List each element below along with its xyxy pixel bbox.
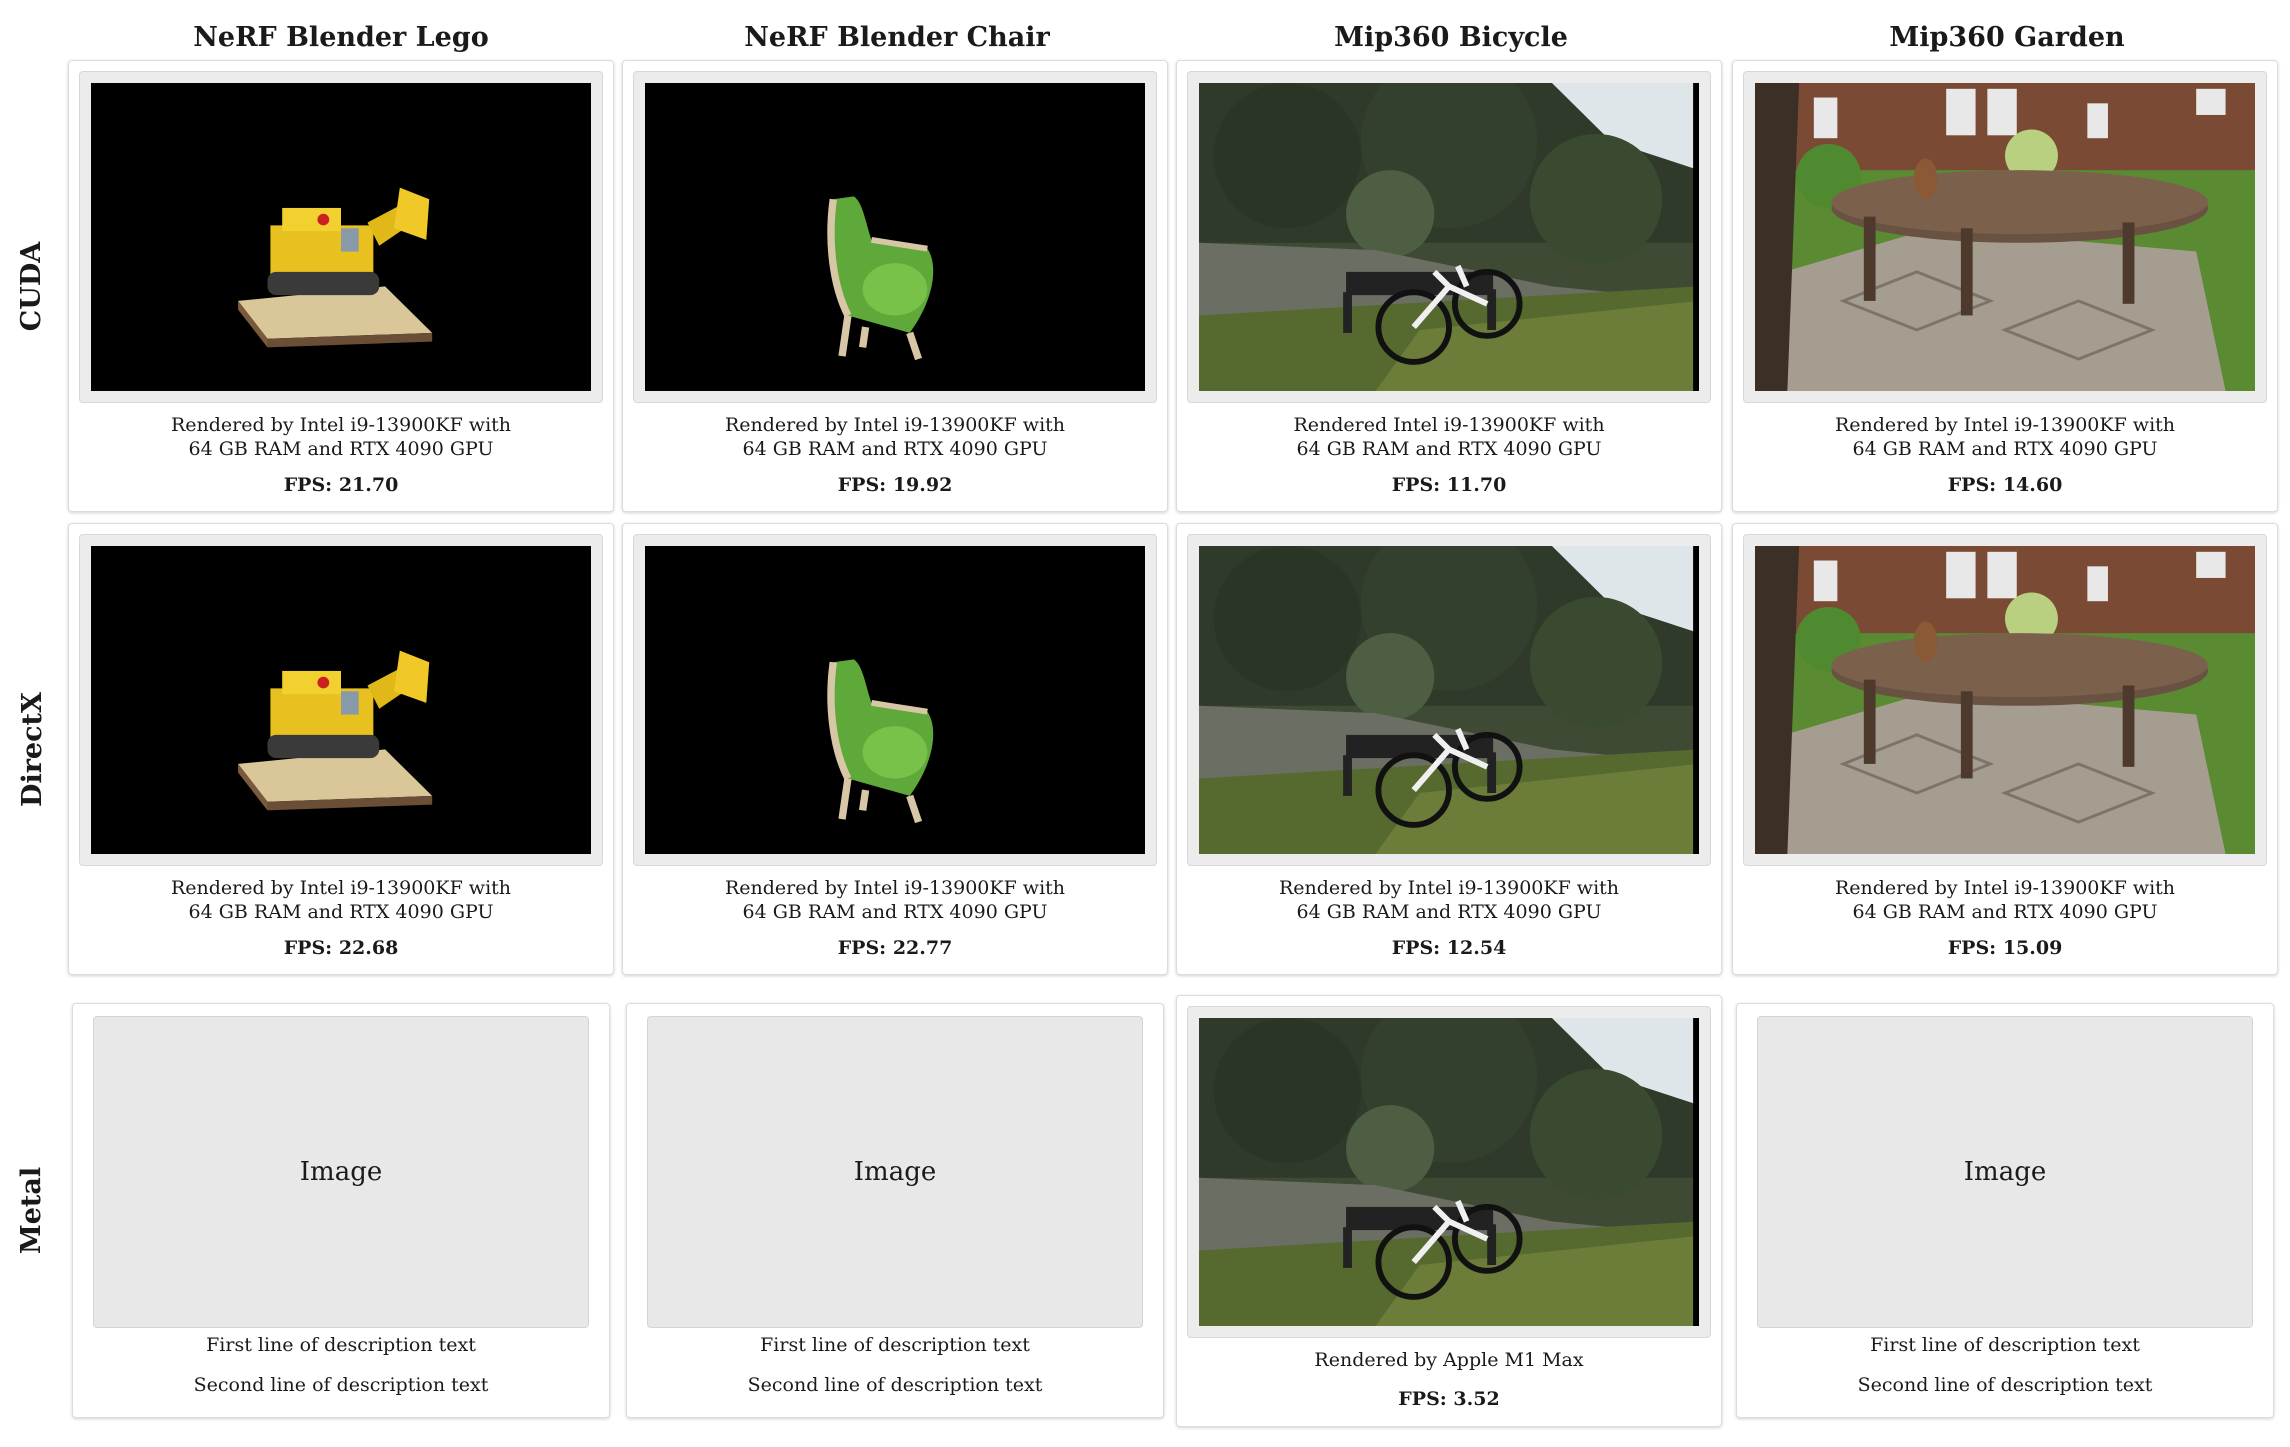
directx-chair-fps: FPS: 22.77: [837, 937, 953, 959]
bicycle-render-image: [1199, 546, 1699, 854]
metal-bicycle-desc: Rendered by Apple M1 Max: [1314, 1349, 1584, 1371]
metal-lego-card: Image First line of description text Sec…: [72, 1003, 610, 1418]
description-line-2: Second line of description text: [747, 1374, 1043, 1396]
row-label-directx: DirectX: [16, 691, 48, 807]
cuda-garden-frame: [1743, 71, 2267, 403]
directx-garden-frame: [1743, 534, 2267, 866]
description-line-2: Second line of description text: [193, 1374, 489, 1396]
directx-chair-frame: [633, 534, 1157, 866]
directx-garden-desc: Rendered by Intel i9-13900KF with 64 GB R…: [1834, 877, 2176, 923]
lego-render-image: [91, 546, 591, 854]
directx-bicycle-desc: Rendered by Intel i9-13900KF with 64 GB R…: [1278, 877, 1620, 923]
description-line-1: First line of description text: [206, 1334, 476, 1356]
chair-render-image: [645, 546, 1145, 854]
metal-bicycle-card: Rendered by Apple M1 Max FPS: 3.52: [1176, 995, 1722, 1427]
image-placeholder: Image: [93, 1016, 589, 1328]
cuda-bicycle-card: Rendered Intel i9-13900KF with 64 GB RAM …: [1176, 60, 1722, 512]
description-line-2: Second line of description text: [1857, 1374, 2153, 1396]
lego-render-image: [91, 83, 591, 391]
column-title-chair: NeRF Blender Chair: [744, 22, 1050, 53]
cuda-bicycle-frame: [1187, 71, 1711, 403]
cuda-bicycle-desc: Rendered Intel i9-13900KF with 64 GB RAM …: [1293, 414, 1605, 460]
cuda-bicycle-fps: FPS: 11.70: [1391, 474, 1507, 496]
directx-lego-desc: Rendered by Intel i9-13900KF with 64 GB R…: [170, 877, 512, 923]
directx-garden-fps: FPS: 15.09: [1947, 937, 2063, 959]
cuda-lego-card: Rendered by Intel i9-13900KF with 64 GB R…: [68, 60, 614, 512]
description-line-1: First line of description text: [760, 1334, 1030, 1356]
column-title-bicycle: Mip360 Bicycle: [1334, 22, 1568, 53]
cuda-lego-frame: [79, 71, 603, 403]
cuda-chair-frame: [633, 71, 1157, 403]
row-label-metal: Metal: [16, 1166, 48, 1254]
garden-render-image: [1755, 83, 2255, 391]
directx-chair-desc: Rendered by Intel i9-13900KF with 64 GB R…: [724, 877, 1066, 923]
cuda-garden-fps: FPS: 14.60: [1947, 474, 2063, 496]
garden-render-image: [1755, 546, 2255, 854]
bicycle-render-image: [1199, 1018, 1699, 1326]
cuda-garden-card: Rendered by Intel i9-13900KF with 64 GB R…: [1732, 60, 2278, 512]
directx-lego-frame: [79, 534, 603, 866]
cuda-chair-desc: Rendered by Intel i9-13900KF with 64 GB R…: [724, 414, 1066, 460]
directx-lego-card: Rendered by Intel i9-13900KF with 64 GB R…: [68, 523, 614, 975]
cuda-lego-fps: FPS: 21.70: [283, 474, 399, 496]
description-line-1: First line of description text: [1870, 1334, 2140, 1356]
metal-bicycle-fps: FPS: 3.52: [1398, 1388, 1500, 1410]
metal-chair-card: Image First line of description text Sec…: [626, 1003, 1164, 1418]
image-placeholder: Image: [647, 1016, 1143, 1328]
cuda-chair-card: Rendered by Intel i9-13900KF with 64 GB R…: [622, 60, 1168, 512]
image-placeholder: Image: [1757, 1016, 2253, 1328]
cuda-lego-desc: Rendered by Intel i9-13900KF with 64 GB R…: [170, 414, 512, 460]
cuda-garden-desc: Rendered by Intel i9-13900KF with 64 GB R…: [1834, 414, 2176, 460]
metal-bicycle-frame: [1187, 1006, 1711, 1338]
column-title-lego: NeRF Blender Lego: [193, 22, 489, 53]
chair-render-image: [645, 83, 1145, 391]
directx-lego-fps: FPS: 22.68: [283, 937, 399, 959]
directx-bicycle-frame: [1187, 534, 1711, 866]
column-title-garden: Mip360 Garden: [1889, 22, 2125, 53]
directx-bicycle-card: Rendered by Intel i9-13900KF with 64 GB R…: [1176, 523, 1722, 975]
row-label-cuda: CUDA: [16, 241, 48, 331]
directx-bicycle-fps: FPS: 12.54: [1391, 937, 1507, 959]
metal-garden-card: Image First line of description text Sec…: [1736, 1003, 2274, 1418]
bicycle-render-image: [1199, 83, 1699, 391]
directx-chair-card: Rendered by Intel i9-13900KF with 64 GB R…: [622, 523, 1168, 975]
cuda-chair-fps: FPS: 19.92: [837, 474, 953, 496]
directx-garden-card: Rendered by Intel i9-13900KF with 64 GB R…: [1732, 523, 2278, 975]
